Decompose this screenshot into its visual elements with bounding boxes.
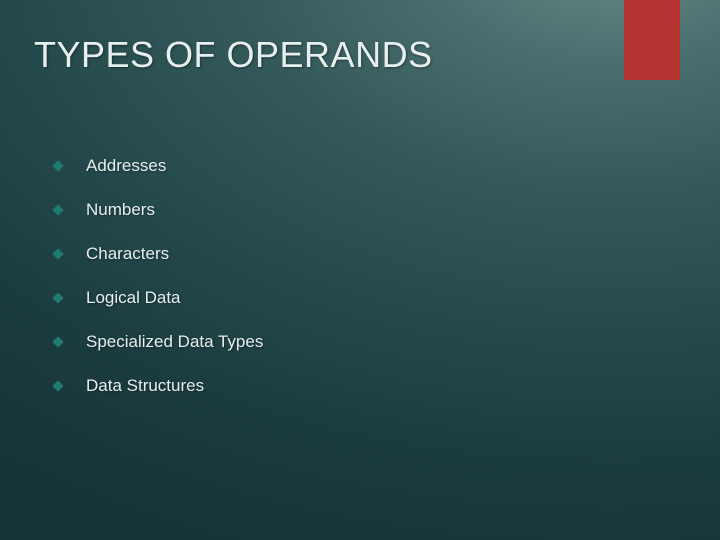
bullet-text: Addresses: [86, 156, 166, 176]
list-item: Specialized Data Types: [54, 332, 263, 352]
bullet-list: Addresses Numbers Characters Logical Dat…: [54, 156, 263, 420]
diamond-icon: [52, 336, 63, 347]
list-item: Characters: [54, 244, 263, 264]
bullet-text: Data Structures: [86, 376, 204, 396]
slide-title: TYPES OF OPERANDS: [34, 34, 433, 76]
list-item: Addresses: [54, 156, 263, 176]
diamond-icon: [52, 292, 63, 303]
bullet-text: Numbers: [86, 200, 155, 220]
bullet-text: Specialized Data Types: [86, 332, 263, 352]
bullet-text: Characters: [86, 244, 169, 264]
list-item: Numbers: [54, 200, 263, 220]
accent-bar: [624, 0, 680, 80]
diamond-icon: [52, 380, 63, 391]
list-item: Logical Data: [54, 288, 263, 308]
list-item: Data Structures: [54, 376, 263, 396]
diamond-icon: [52, 204, 63, 215]
diamond-icon: [52, 160, 63, 171]
diamond-icon: [52, 248, 63, 259]
bullet-text: Logical Data: [86, 288, 181, 308]
slide: TYPES OF OPERANDS Addresses Numbers Char…: [0, 0, 720, 540]
